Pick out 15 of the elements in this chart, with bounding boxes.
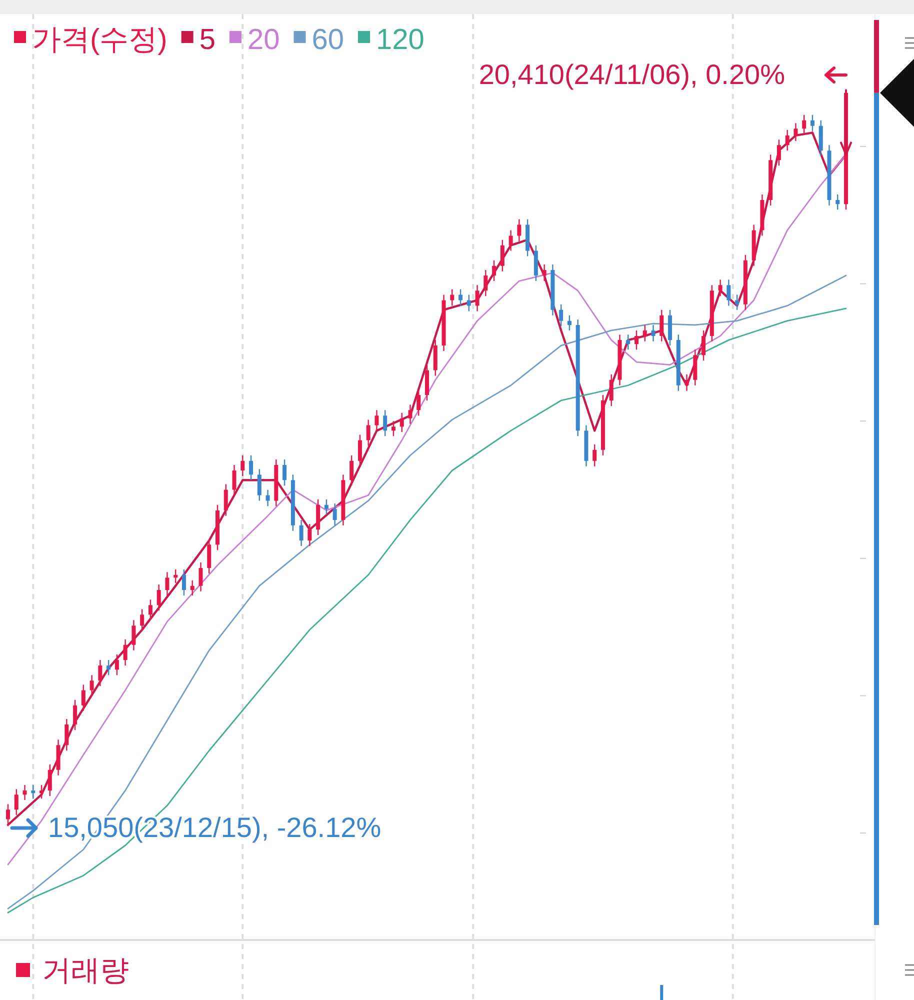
legend-label: 20 <box>247 24 280 56</box>
candlestick <box>684 374 689 391</box>
annotation: 20,410(24/11/06), 0.20% <box>478 59 785 90</box>
candlestick <box>542 264 546 282</box>
legend-label: 5 <box>199 24 216 56</box>
candlestick <box>794 123 798 141</box>
legend-label: 120 <box>376 24 424 56</box>
legend-label: 60 <box>312 24 344 56</box>
candlestick <box>718 280 722 296</box>
chart-title: 거래량 <box>42 955 129 987</box>
candlestick <box>408 404 412 424</box>
candlestick <box>22 784 27 800</box>
legend-label: 가격(수정) <box>32 24 168 56</box>
candlestick <box>266 490 270 506</box>
candlestick <box>651 324 656 342</box>
